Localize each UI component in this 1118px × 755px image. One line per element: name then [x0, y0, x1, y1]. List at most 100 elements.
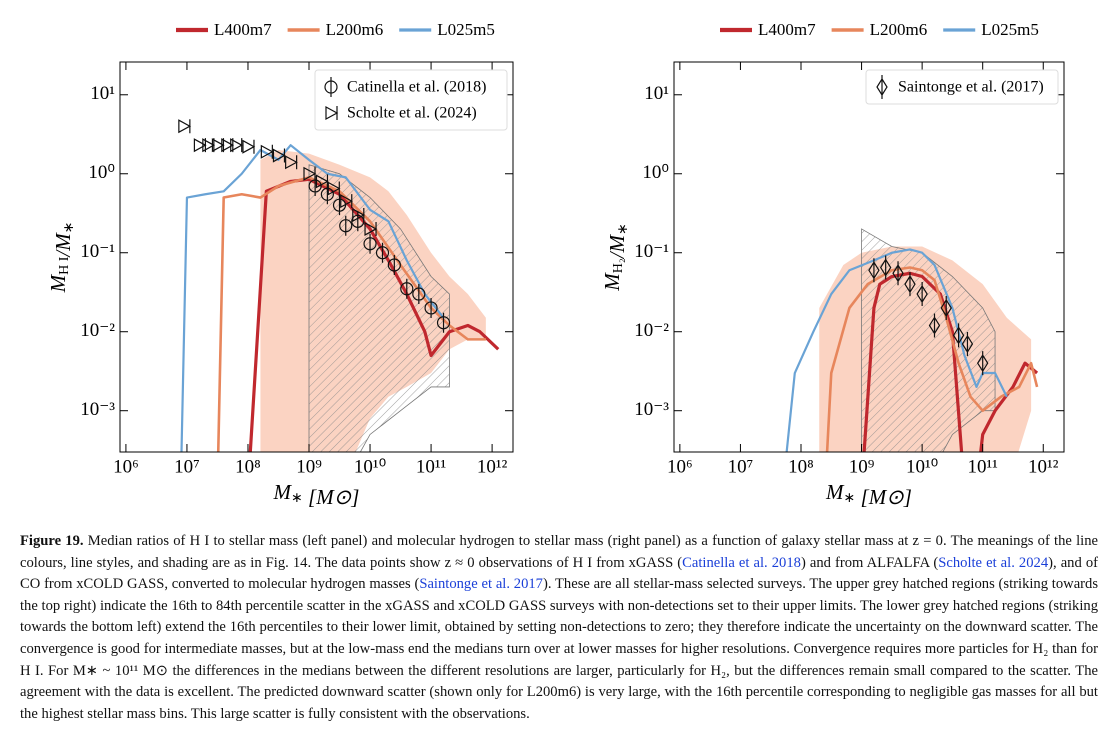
observation-point [352, 208, 366, 223]
x-tick-label: 10⁹ [296, 456, 322, 477]
observation-point [928, 313, 941, 338]
legend-label: L025m5 [981, 20, 1039, 39]
x-axis-label-sub: ∗ [844, 491, 856, 506]
x-axis-label: M∗ [M⊙] [273, 480, 360, 509]
observation-point [230, 138, 243, 153]
legend-marker [325, 105, 339, 121]
x-tick-label: 10¹² [477, 456, 508, 477]
series-line [785, 248, 1008, 452]
legend-label: Scholte et al. (2024) [347, 105, 477, 122]
legend-marker [876, 75, 888, 99]
legend-marker [324, 77, 338, 97]
x-tick-label: 10⁶ [113, 456, 139, 477]
observation-point [339, 215, 353, 236]
y-axis-label-text: M [600, 272, 624, 292]
caption-text: ), and of CO from xCOLD GASS, converted … [20, 554, 1098, 593]
y-tick-label: 10⁻² [634, 320, 669, 341]
caption-text: ) and from ALFALFA ( [800, 554, 939, 571]
observation-point [364, 221, 378, 236]
observation-point [285, 155, 298, 170]
x-tick-label: 10¹¹ [416, 456, 447, 477]
figure: 10⁶ 10⁷ 10⁸ 10⁹ 10¹⁰ 10¹¹ 10¹² 10¹ 10⁰ 10⁻¹ 10⁻² 10… [46, 20, 1065, 509]
citation-link[interactable]: Scholte et al. 2024 [938, 554, 1049, 571]
y-axis-label-text: /M [605, 233, 629, 259]
observation-point [961, 331, 974, 356]
observed-scatter [308, 164, 450, 452]
x-axis-label: M∗ [M⊙] [825, 480, 912, 509]
y-axis-label: MH₂/M∗ [600, 223, 631, 292]
plot-frame [119, 61, 514, 453]
observation-point [916, 282, 928, 307]
x-tick-label: 10¹⁰ [906, 456, 938, 477]
legend-label: L400m7 [214, 20, 272, 39]
y-axis-label-sub: H I [57, 256, 72, 275]
observation-point [387, 254, 401, 275]
observation-point [260, 144, 274, 159]
x-tick-label: 10¹² [1028, 456, 1059, 477]
y-axis-label-text: M [46, 273, 70, 293]
y-tick-label: 10⁻¹ [80, 241, 115, 262]
legend-label: L200m6 [870, 20, 928, 39]
observation-point [412, 284, 426, 305]
observation-point [303, 166, 317, 181]
observation-point [327, 181, 341, 196]
x-tick-label: 10⁷ [728, 456, 754, 477]
y-tick-label: 10⁻³ [80, 399, 115, 420]
observation-point [976, 351, 989, 376]
plot-area [178, 119, 500, 452]
y-axis-label-text: /M [51, 232, 75, 258]
citation-link[interactable]: Saintonge et al. 2017 [419, 576, 543, 593]
plot-area [785, 228, 1039, 452]
y-axis-label: MH I/M∗ [46, 222, 77, 294]
x-tick-label: 10⁶ [667, 456, 693, 477]
legend-label: Saintonge et al. (2017) [898, 79, 1044, 96]
x-tick-label: 10⁸ [788, 456, 814, 477]
citation-link[interactable]: Catinella et al. 2018 [682, 554, 801, 571]
y-tick-label: 10⁻¹ [634, 241, 669, 262]
x-tick-label: 10⁹ [849, 456, 875, 477]
legend-box [314, 69, 508, 131]
y-tick-label: 10¹ [644, 83, 669, 104]
observation-point [436, 312, 451, 333]
observation-point [952, 323, 965, 348]
observation-point [940, 295, 952, 320]
x-tick-label: 10¹⁰ [354, 456, 386, 477]
observation-point [424, 297, 438, 318]
y-axis-label-sub: ∗ [616, 223, 631, 235]
observation-point [375, 242, 390, 263]
x-tick-label: 10⁸ [235, 456, 261, 477]
legend-label: L400m7 [758, 20, 816, 39]
y-tick-label: 10⁻² [80, 320, 115, 341]
x-axis-label-text: [M⊙] [855, 485, 912, 509]
observation-point [879, 255, 892, 280]
x-axis-label-text: [M⊙] [303, 485, 360, 509]
series-line [180, 144, 445, 452]
legend-label: L200m6 [326, 20, 384, 39]
x-axis-label-text: M [825, 480, 845, 504]
observation-point [892, 261, 904, 286]
observation-point [400, 278, 414, 299]
observation-point [178, 119, 192, 134]
series-line [825, 266, 1039, 452]
caption: Figure 19. Median ratios of H I to stell… [20, 531, 1098, 725]
plot-frame [673, 61, 1065, 453]
x-axis-label-text: M [273, 480, 293, 504]
x-axis-label-sub: ∗ [291, 491, 303, 506]
y-tick-label: 10¹ [90, 83, 115, 104]
caption-text: Median ratios of H I to stellar mass (le… [20, 533, 1098, 571]
observation-point [363, 233, 377, 254]
observation-point [868, 258, 880, 283]
observation-point [340, 194, 354, 209]
caption-text: ). These are all stellar-mass selected s… [20, 576, 1099, 722]
observation-point [904, 272, 916, 297]
y-tick-label: 10⁻³ [634, 399, 669, 420]
x-tick-label: 10¹¹ [967, 456, 998, 477]
legend-label: Catinella et al. (2018) [347, 79, 487, 96]
legend-label: L025m5 [437, 20, 495, 39]
observation-point [242, 139, 256, 154]
caption-label: Figure 19. [20, 533, 84, 549]
legend-box [865, 69, 1059, 105]
y-tick-label: 10⁰ [642, 162, 669, 183]
y-tick-label: 10⁰ [88, 162, 115, 183]
